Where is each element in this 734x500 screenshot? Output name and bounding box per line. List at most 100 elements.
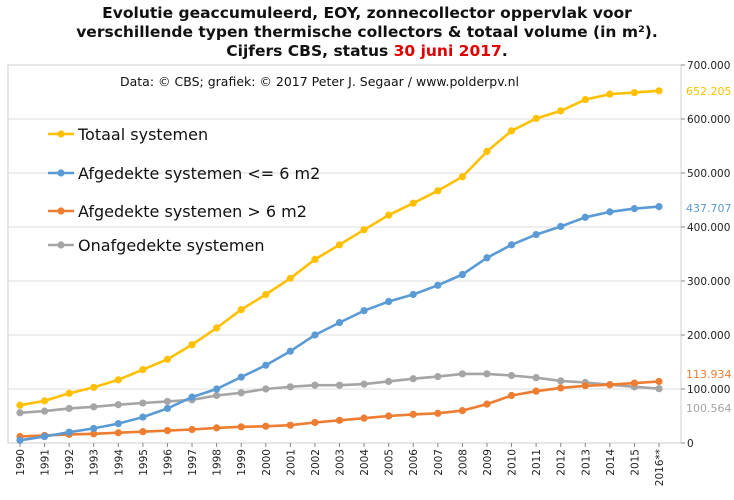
data-point [40, 407, 49, 415]
y-tick-label: 200.000 [687, 330, 730, 342]
data-point [557, 222, 565, 231]
chart-title-line3-suffix: . [501, 42, 508, 60]
data-point [286, 421, 294, 429]
data-point [409, 375, 417, 383]
x-tick-label: 1993 [89, 449, 101, 476]
data-point [114, 376, 122, 384]
data-point [655, 203, 663, 211]
legend-label: Totaal systemen [77, 125, 208, 144]
data-point [483, 400, 491, 408]
data-point [335, 381, 344, 389]
x-tick-label: 2004 [359, 449, 371, 476]
data-point [458, 407, 466, 415]
y-axis-ticks: 0 100.000 200.000 300.000 400.000 500.000 600.… [681, 60, 730, 450]
data-point [65, 389, 73, 397]
data-point [409, 410, 417, 418]
data-point [507, 127, 516, 135]
data-point [360, 307, 368, 315]
data-point [532, 374, 540, 382]
data-point [483, 147, 491, 155]
data-point [532, 387, 540, 395]
data-point [90, 383, 98, 391]
data-point [630, 205, 639, 213]
data-point [311, 331, 319, 339]
data-point [262, 422, 270, 430]
data-point [483, 254, 491, 262]
y-tick-label: 100.000 [687, 384, 730, 396]
x-tick-label: 2009 [482, 449, 494, 476]
data-point [385, 211, 393, 219]
data-point [360, 380, 368, 388]
data-point [114, 419, 122, 428]
data-point [655, 377, 663, 386]
data-point [311, 418, 319, 427]
legend: Totaal systemen Afgedekte systemen <= 6 m… [48, 125, 320, 255]
data-point [655, 385, 663, 393]
x-tick-label: 1994 [113, 449, 125, 476]
x-tick-label: 1996 [162, 449, 174, 476]
data-point [507, 391, 516, 400]
end-value-label: 100.564 [686, 402, 732, 415]
data-point [581, 95, 589, 104]
x-tick-label: 2016** [654, 449, 666, 486]
x-tick-label: 1992 [64, 449, 76, 476]
x-tick-label: 1991 [40, 449, 52, 476]
chart-title-date: 30 juni 2017 [393, 42, 502, 60]
data-point [90, 403, 98, 411]
legend-label: Afgedekte systemen <= 6 m2 [78, 164, 320, 183]
y-tick-label: 400.000 [687, 222, 730, 234]
chart-title-line3: Cijfers CBS, status 30 juni 2017. [0, 42, 734, 61]
data-point [557, 384, 565, 392]
data-point [532, 230, 540, 239]
data-point [606, 381, 614, 389]
data-point [311, 255, 319, 263]
end-labels: 652.205 437.707 113.934 100.564 [686, 85, 732, 415]
data-point [163, 355, 172, 363]
data-point [507, 371, 516, 380]
end-value-label: 113.934 [686, 368, 732, 381]
data-point [16, 409, 24, 417]
data-point [114, 401, 122, 409]
data-point [114, 429, 122, 437]
chart-title-line3-prefix: Cijfers CBS, status [226, 42, 394, 60]
source-credit: Data: © CBS; grafiek: © 2017 Peter J. Se… [120, 74, 519, 89]
legend-swatch-marker [57, 207, 65, 215]
x-axis-ticks: 1990 1991 1992 1993 1994 1995 1996 1997 1998 1999… [15, 443, 666, 486]
data-point [606, 208, 614, 216]
data-point [16, 401, 24, 409]
data-point [360, 226, 368, 234]
x-tick-label: 1997 [187, 449, 199, 476]
y-tick-label: 500.000 [687, 168, 730, 180]
x-tick-label: 2005 [384, 449, 396, 476]
x-tick-label: 2007 [433, 449, 445, 476]
data-point [139, 365, 147, 374]
data-point [581, 213, 589, 221]
data-point [163, 426, 172, 435]
data-point [188, 393, 196, 401]
data-point [458, 270, 466, 279]
data-point [213, 324, 221, 332]
y-tick-label: 300.000 [687, 276, 730, 288]
data-point [434, 187, 442, 195]
x-tick-label: 2000 [261, 449, 273, 476]
x-tick-label: 2008 [457, 449, 469, 476]
data-point [40, 397, 49, 405]
data-point [557, 107, 565, 115]
series-group [16, 87, 663, 444]
data-point [360, 414, 368, 422]
data-point [139, 413, 147, 421]
data-point [213, 391, 221, 400]
data-point [532, 114, 540, 123]
data-point [385, 297, 393, 306]
x-tick-label: 1998 [212, 449, 224, 476]
data-point [40, 432, 49, 441]
data-point [90, 430, 98, 438]
legend-label: Onafgedekte systemen [78, 236, 264, 255]
data-point [630, 88, 639, 97]
chart-title-line2: verschillende typen thermische collector… [76, 23, 658, 41]
chart-title: Evolutie geaccumuleerd, EOY, zonnecollec… [0, 4, 734, 61]
x-tick-label: 1995 [138, 449, 150, 476]
x-tick-label: 2010 [507, 449, 519, 476]
data-point [409, 290, 417, 299]
data-point [335, 241, 344, 249]
